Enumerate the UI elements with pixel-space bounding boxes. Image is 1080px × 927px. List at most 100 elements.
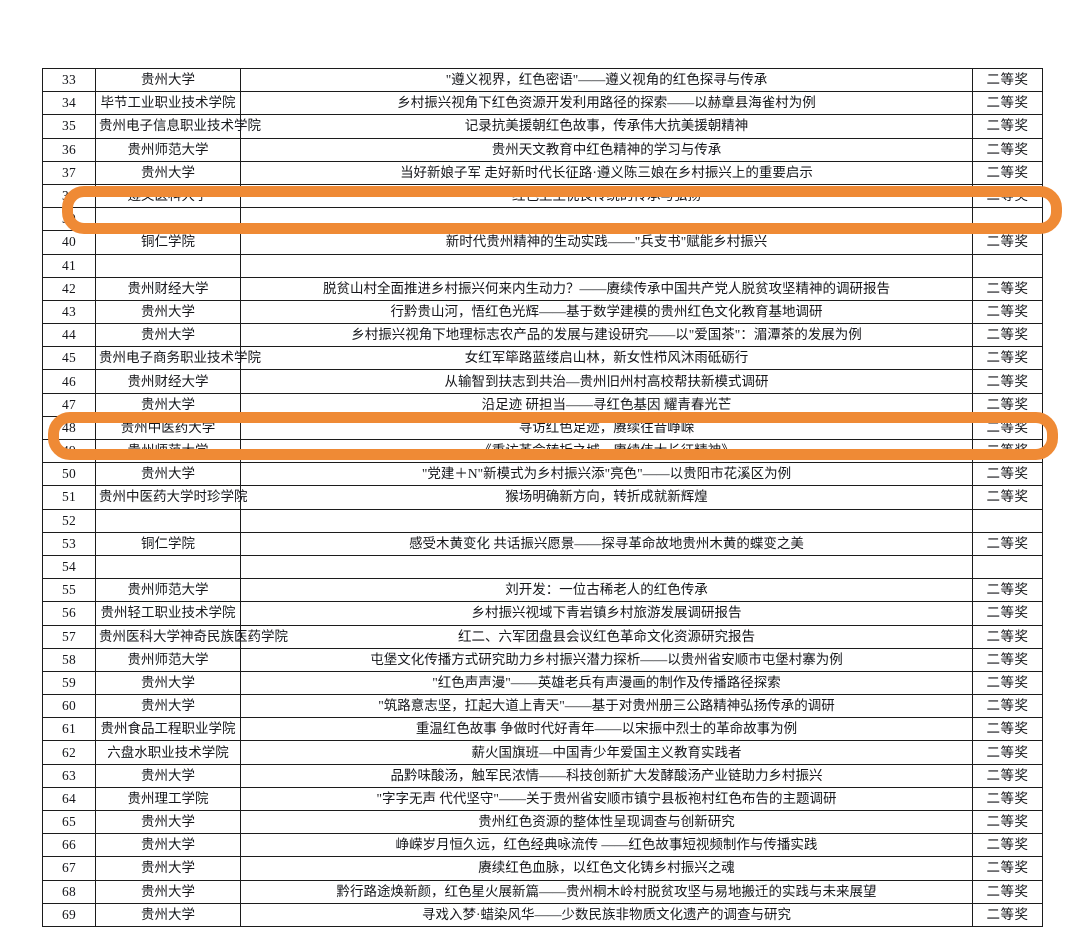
cell-school: 贵州中医药大学 [95,415,241,441]
cell-award: 二等奖 [972,369,1043,394]
cell-school: 贵州大学 [95,392,241,417]
cell-award: 二等奖 [972,462,1043,487]
cell-award: 二等奖 [972,694,1043,719]
table-row: 61 贵州食品工程职业学院 重温红色故事 争做时代好青年——以宋振中烈士的革命故事为… [42,717,1043,742]
table-row: 53 铜仁学院 感受木黄变化 共话振兴愿景——探寻革命故地贵州木黄的蝶变之美 二等奖 [42,531,1043,556]
cell-title [240,207,973,232]
school-name-overflow: 贵州医科大学神奇民族医药学院 [99,628,288,644]
table-row: 39 [42,207,1043,232]
cell-title: 脱贫山村全面推进乡村振兴何来内生动力？——赓续传承中国共产党人脱贫攻坚精神的调研… [240,276,973,301]
table-row: 55 贵州师范大学 刘开发：一位古稀老人的红色传承 二等奖 [42,578,1043,603]
cell-school: 贵州医科大学神奇民族医药学院 [95,624,288,649]
document-page: 33 贵州大学 "遵义视界，红色密语"——遵义视角的红色探寻与传承 二等奖 34 毕节工业… [42,67,1062,927]
table-row: 45 贵州电子商务职业技术学院 女红军筚路蓝缕启山林，新女性栉风沐雨砥砺行 二等奖 [42,346,1043,371]
cell-index: 54 [42,554,96,580]
cell-title: 新时代贵州精神的生动实践——"兵支书"赋能乡村振兴 [240,230,973,255]
cell-title: 乡村振兴视角下红色资源开发利用路径的探索——以赫章县海雀村为例 [240,91,973,116]
cell-school: 贵州大学 [95,299,241,325]
cell-title: 当好新娘子军 走好新时代长征路·遵义陈三娘在乡村振兴上的重要启示 [240,160,973,185]
cell-index: 45 [42,346,96,371]
cell-school: 贵州大学 [95,856,241,881]
cell-index: 48 [42,415,96,441]
cell-award: 二等奖 [972,902,1043,927]
cell-index: 66 [42,833,96,858]
table-row: 58 贵州师范大学 屯堡文化传播方式研究助力乡村振兴潜力探析——以贵州省安顺市屯堡村… [42,647,1043,672]
cell-index: 59 [42,670,96,696]
cell-award: 二等奖 [972,323,1043,348]
cell-title: "红色声声漫"——英雄老兵有声漫画的制作及传播路径探索 [240,670,973,696]
table-row: 42 贵州财经大学 脱贫山村全面推进乡村振兴何来内生动力？——赓续传承中国共产党人脱… [42,276,1043,301]
cell-school: 贵州大学 [95,323,241,348]
cell-school: 贵州轻工职业技术学院 [95,601,241,626]
cell-school: 贵州大学 [95,763,241,788]
cell-title: 贵州天文教育中红色精神的学习与传承 [240,137,973,162]
cell-award: 二等奖 [972,624,1043,649]
cell-index: 44 [42,323,96,348]
table-row: 48 贵州中医药大学 寻访红色足迹，赓续往昔峥嵘 二等奖 [42,415,1043,441]
table-row: 68 贵州大学 黔行路途焕新颜，红色星火展新篇——贵州桐木岭村脱贫攻坚与易地搬迁的实… [42,879,1043,904]
cell-school: 贵州师范大学 [95,578,241,603]
cell-school: 贵州大学 [95,809,241,835]
cell-title: 品黔味酸汤，触军民浓情——科技创新扩大发酵酸汤产业链助力乡村振兴 [240,763,973,788]
cell-title: "遵义视界，红色密语"——遵义视角的红色探寻与传承 [240,67,973,93]
cell-index: 41 [42,253,96,278]
cell-award: 二等奖 [972,392,1043,417]
cell-school: 贵州食品工程职业学院 [95,717,241,742]
table-row: 33 贵州大学 "遵义视界，红色密语"——遵义视角的红色探寻与传承 二等奖 [42,67,1043,93]
cell-title: 屯堡文化传播方式研究助力乡村振兴潜力探析——以贵州省安顺市屯堡村寨为例 [240,647,973,672]
cell-award: 二等奖 [972,647,1043,672]
cell-index: 63 [42,763,96,788]
cell-school [95,508,241,533]
cell-school: 贵州大学 [95,67,241,93]
cell-title: "字字无声 代代坚守"——关于贵州省安顺市镇宁县板袍村红色布告的主题调研 [240,786,973,812]
cell-index: 69 [42,902,96,927]
cell-index: 64 [42,786,96,812]
award-list-table-container: 33 贵州大学 "遵义视界，红色密语"——遵义视角的红色探寻与传承 二等奖 34 毕节工业… [42,67,1043,927]
cell-index: 60 [42,694,96,719]
table-row: 47 贵州大学 沿足迹 研担当——寻红色基因 耀青春光芒 二等奖 [42,392,1043,417]
cell-award: 二等奖 [972,160,1043,185]
cell-title: 红色卫生优良传统的传承与弘扬 [240,183,973,209]
cell-school: 毕节工业职业技术学院 [95,91,241,116]
cell-title: 记录抗美援朝红色故事，传承伟大抗美援朝精神 [240,114,973,139]
cell-school: 贵州大学 [95,833,241,858]
cell-title: 寻戏入梦·蜡染风华——少数民族非物质文化遗产的调查与研究 [240,902,973,927]
cell-title: 沿足迹 研担当——寻红色基因 耀青春光芒 [240,392,973,417]
table-row: 51 贵州中医药大学时珍学院 猴场明确新方向，转折成就新辉煌 二等奖 [42,485,1043,510]
cell-index: 33 [42,67,96,93]
cell-index: 36 [42,137,96,162]
cell-school: 贵州大学 [95,670,241,696]
cell-school: 贵州师范大学 [95,647,241,672]
cell-title: 红二、六军团盘县会议红色革命文化资源研究报告 [240,624,973,649]
cell-award: 二等奖 [972,786,1043,812]
cell-title [240,554,973,580]
cell-index: 47 [42,392,96,417]
award-table-body: 33 贵州大学 "遵义视界，红色密语"——遵义视角的红色探寻与传承 二等奖 34 毕节工业… [42,67,1043,927]
cell-school: 贵州大学 [95,462,241,487]
cell-title: 女红军筚路蓝缕启山林，新女性栉风沐雨砥砺行 [240,346,973,371]
cell-school: 贵州电子信息职业技术学院 [95,114,261,139]
cell-title: 贵州红色资源的整体性呈现调查与创新研究 [240,809,973,835]
cell-title: 猴场明确新方向，转折成就新辉煌 [240,485,973,510]
table-row: 52 [42,508,1043,533]
cell-school: 贵州大学 [95,902,241,927]
cell-index: 34 [42,91,96,116]
cell-award: 二等奖 [972,879,1043,904]
award-list-table: 33 贵州大学 "遵义视界，红色密语"——遵义视角的红色探寻与传承 二等奖 34 毕节工业… [42,67,1043,927]
cell-index: 49 [42,438,96,464]
cell-award: 二等奖 [972,137,1043,162]
table-row: 36 贵州师范大学 贵州天文教育中红色精神的学习与传承 二等奖 [42,137,1043,162]
cell-award: 二等奖 [972,91,1043,116]
cell-index: 58 [42,647,96,672]
table-row: 67 贵州大学 赓续红色血脉，以红色文化铸乡村振兴之魂 二等奖 [42,856,1043,881]
cell-index: 52 [42,508,96,533]
cell-award: 二等奖 [972,230,1043,255]
table-row: 56 贵州轻工职业技术学院 乡村振兴视域下青岩镇乡村旅游发展调研报告 二等奖 [42,601,1043,626]
cell-index: 55 [42,578,96,603]
cell-award: 二等奖 [972,670,1043,696]
cell-title: 赓续红色血脉，以红色文化铸乡村振兴之魂 [240,856,973,881]
cell-index: 57 [42,624,96,649]
table-row: 41 [42,253,1043,278]
cell-index: 43 [42,299,96,325]
cell-award: 二等奖 [972,717,1043,742]
